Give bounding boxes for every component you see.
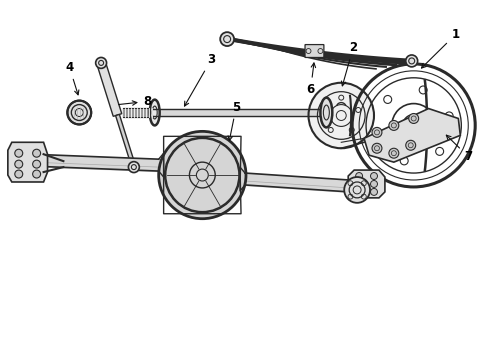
- Circle shape: [370, 180, 377, 188]
- Text: 6: 6: [307, 63, 316, 96]
- Circle shape: [370, 188, 377, 195]
- Circle shape: [15, 170, 23, 178]
- Circle shape: [356, 188, 363, 195]
- Circle shape: [33, 160, 41, 168]
- FancyBboxPatch shape: [305, 45, 324, 58]
- Circle shape: [33, 170, 41, 178]
- Polygon shape: [8, 142, 48, 182]
- Circle shape: [344, 177, 370, 203]
- Circle shape: [128, 162, 139, 172]
- Circle shape: [352, 64, 475, 187]
- Circle shape: [220, 32, 234, 46]
- Circle shape: [406, 55, 417, 67]
- Circle shape: [356, 180, 363, 188]
- Circle shape: [15, 149, 23, 157]
- Circle shape: [372, 127, 382, 137]
- Text: 8: 8: [119, 95, 152, 108]
- Ellipse shape: [320, 98, 332, 127]
- Text: 7: 7: [446, 135, 472, 163]
- Circle shape: [15, 160, 23, 168]
- Circle shape: [389, 148, 399, 158]
- Polygon shape: [97, 62, 122, 116]
- Text: 2: 2: [342, 41, 357, 86]
- Circle shape: [370, 172, 377, 180]
- Circle shape: [159, 131, 246, 219]
- Text: 5: 5: [228, 100, 241, 140]
- Circle shape: [309, 83, 374, 148]
- Circle shape: [33, 149, 41, 157]
- Polygon shape: [116, 114, 136, 168]
- Circle shape: [372, 143, 382, 153]
- Polygon shape: [348, 170, 385, 198]
- Polygon shape: [364, 109, 460, 162]
- Circle shape: [409, 113, 418, 123]
- Ellipse shape: [150, 100, 160, 125]
- Circle shape: [356, 172, 363, 180]
- Text: 3: 3: [185, 53, 216, 106]
- Text: 4: 4: [65, 61, 79, 95]
- Circle shape: [96, 58, 107, 68]
- Circle shape: [406, 140, 416, 150]
- Text: 1: 1: [421, 28, 460, 68]
- Circle shape: [68, 100, 91, 125]
- Circle shape: [389, 121, 399, 130]
